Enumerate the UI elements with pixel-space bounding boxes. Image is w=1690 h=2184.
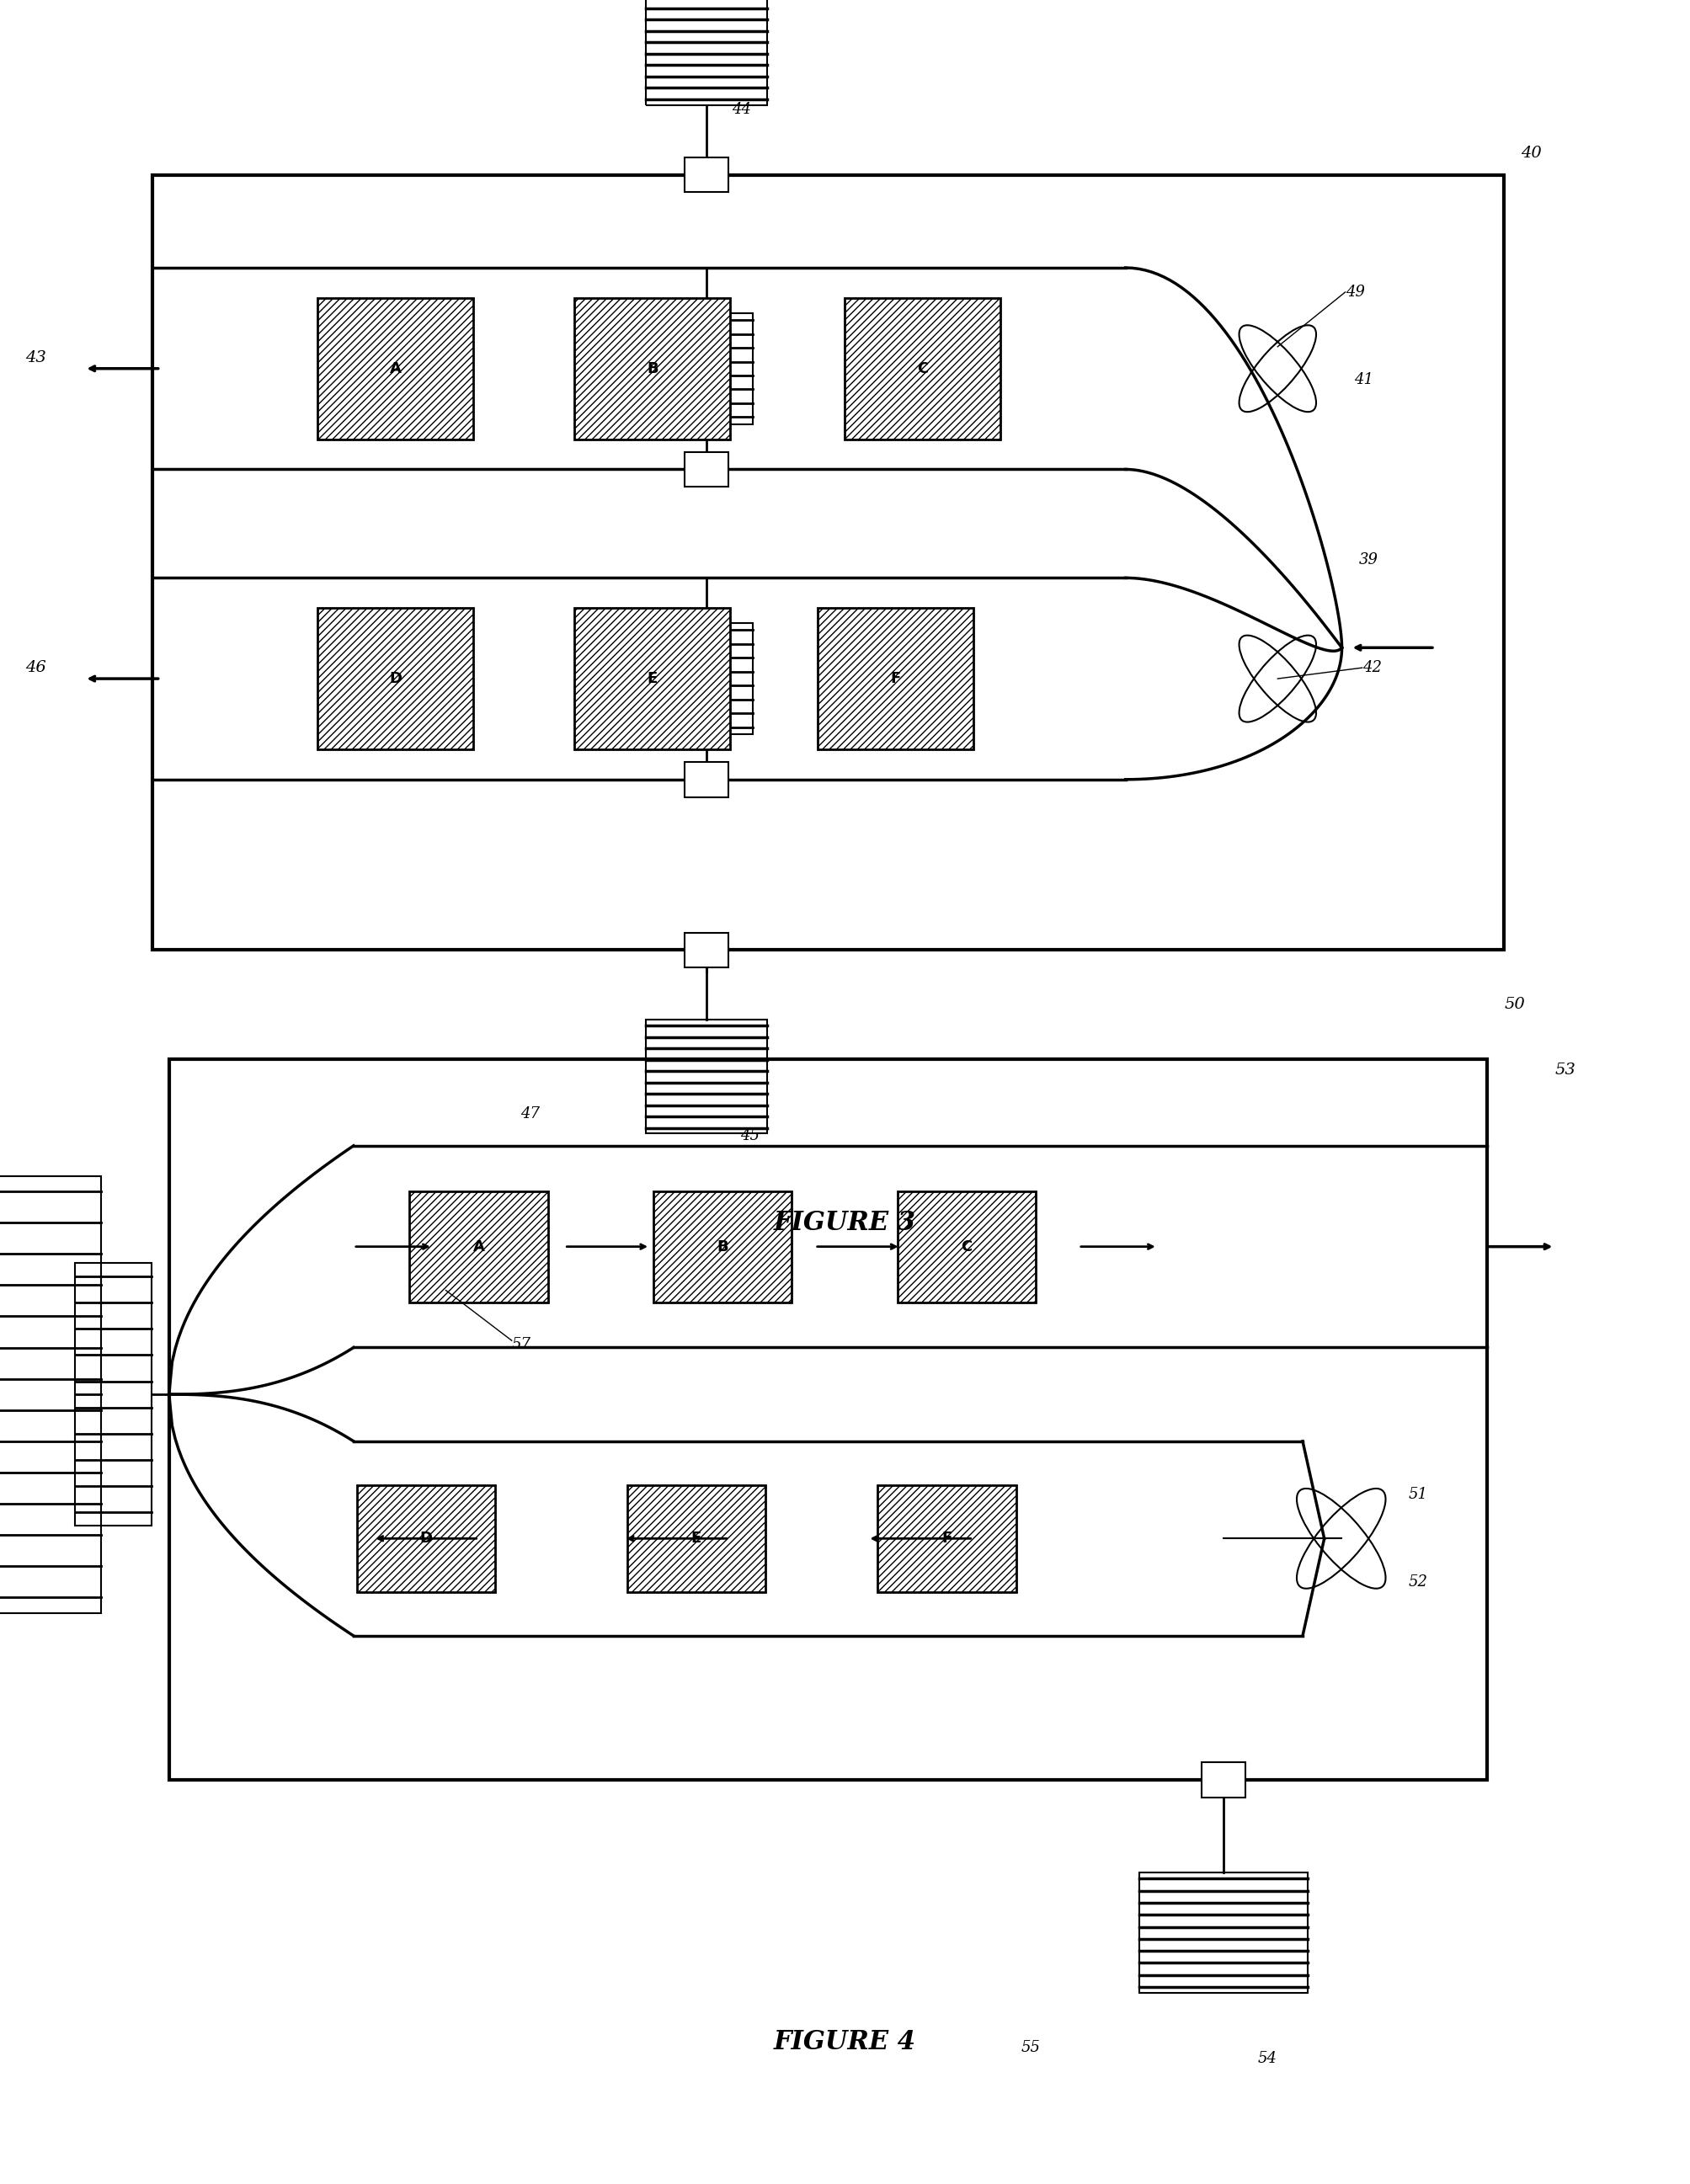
Bar <box>1139 1874 1308 1992</box>
Text: 46: 46 <box>25 660 46 675</box>
Text: 49: 49 <box>1345 284 1364 299</box>
Bar <box>654 1190 793 1302</box>
Bar <box>897 1190 1036 1302</box>
Bar <box>627 1485 766 1592</box>
Text: F: F <box>891 670 901 686</box>
Bar <box>646 1020 767 1133</box>
Text: FIGURE 4: FIGURE 4 <box>774 2029 916 2055</box>
Bar <box>318 607 473 749</box>
Bar <box>575 297 730 439</box>
Bar <box>357 1485 495 1592</box>
Text: 53: 53 <box>1555 1064 1575 1077</box>
Bar <box>152 175 1504 950</box>
Text: C: C <box>962 1238 972 1254</box>
Text: 43: 43 <box>25 349 46 365</box>
Bar <box>575 297 730 439</box>
Bar <box>575 607 730 749</box>
Bar <box>318 607 473 749</box>
Bar <box>684 933 728 968</box>
Text: 54: 54 <box>1257 2051 1276 2066</box>
Bar <box>409 1190 548 1302</box>
Text: 52: 52 <box>1409 1575 1428 1590</box>
Bar <box>318 297 473 439</box>
Text: E: E <box>647 670 657 686</box>
Bar <box>0 1175 101 1612</box>
Bar <box>659 622 754 734</box>
Text: F: F <box>941 1531 951 1546</box>
Text: A: A <box>473 1238 485 1254</box>
Bar <box>684 452 728 487</box>
Bar <box>877 1485 1016 1592</box>
Bar <box>818 607 973 749</box>
Text: 55: 55 <box>1021 2040 1039 2055</box>
Bar <box>684 762 728 797</box>
Text: 51: 51 <box>1409 1487 1428 1503</box>
Bar <box>357 1485 495 1592</box>
Bar <box>897 1190 1036 1302</box>
Bar <box>845 297 1000 439</box>
Bar <box>169 1059 1487 1780</box>
Bar <box>318 297 473 439</box>
Text: 42: 42 <box>1362 660 1381 675</box>
Bar <box>818 607 973 749</box>
Text: A: A <box>390 360 401 376</box>
Text: D: D <box>419 1531 433 1546</box>
Text: 45: 45 <box>740 1129 759 1142</box>
Bar <box>575 607 730 749</box>
Text: 47: 47 <box>521 1107 539 1120</box>
Text: B: B <box>647 360 657 376</box>
Text: 41: 41 <box>1354 371 1372 387</box>
Bar <box>409 1190 548 1302</box>
Text: 40: 40 <box>1521 146 1541 159</box>
Bar <box>646 0 767 105</box>
Bar <box>659 312 754 424</box>
Text: FIGURE 3: FIGURE 3 <box>774 1210 916 1236</box>
Bar <box>76 1262 152 1524</box>
Text: 50: 50 <box>1504 998 1524 1011</box>
Bar <box>627 1485 766 1592</box>
Text: C: C <box>918 360 928 376</box>
Text: D: D <box>389 670 402 686</box>
Text: E: E <box>691 1531 701 1546</box>
Bar <box>877 1485 1016 1592</box>
Bar <box>684 157 728 192</box>
Text: 44: 44 <box>732 103 750 116</box>
Bar <box>1202 1762 1246 1797</box>
Text: B: B <box>717 1238 728 1254</box>
Bar <box>845 297 1000 439</box>
Text: 57: 57 <box>512 1337 531 1352</box>
Text: 39: 39 <box>1359 553 1377 568</box>
Bar <box>654 1190 793 1302</box>
